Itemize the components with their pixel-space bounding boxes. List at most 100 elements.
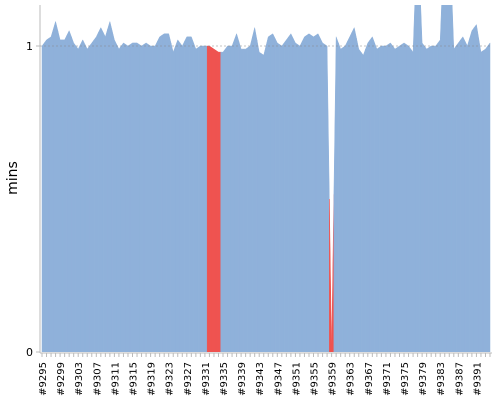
x-tick-label: #9327 <box>183 362 194 396</box>
area-segment <box>383 44 389 352</box>
area-segment <box>315 33 321 352</box>
area-segment <box>410 5 416 352</box>
area-segment <box>134 42 140 352</box>
area-segment <box>129 42 136 352</box>
x-tick-label: #9383 <box>436 362 447 396</box>
area-segment <box>365 39 371 352</box>
x-tick-label: #9303 <box>74 362 85 396</box>
area-segment <box>487 42 491 352</box>
area-segment <box>57 30 63 352</box>
area-segment <box>424 45 430 352</box>
x-tick-label: #9367 <box>364 362 375 396</box>
x-tick-label: #9359 <box>328 362 339 396</box>
area-segment <box>89 39 95 352</box>
area-segment <box>252 27 258 352</box>
area-segment <box>80 39 86 352</box>
area-segment <box>311 34 317 352</box>
area-segment <box>102 29 108 352</box>
area-segment <box>148 44 154 352</box>
area-segment <box>206 45 212 352</box>
area-segment <box>62 35 68 352</box>
area-segment <box>347 32 353 352</box>
x-tick-label: #9371 <box>382 362 393 396</box>
area-segment <box>274 38 280 352</box>
x-tick-label: #9355 <box>310 362 321 396</box>
area-segment <box>338 42 344 352</box>
x-tick-label: #9323 <box>165 362 176 396</box>
area-segment <box>265 34 271 352</box>
area-segment <box>188 36 194 352</box>
x-tick-label: #9391 <box>472 362 483 396</box>
area-segment <box>320 38 326 352</box>
x-tick-label: #9343 <box>255 362 266 396</box>
x-tick-label: #9363 <box>346 362 357 396</box>
area-segment <box>225 45 231 352</box>
area-segment <box>166 33 172 352</box>
area-segment <box>48 29 54 352</box>
area-segment <box>93 32 99 352</box>
area-segment <box>392 45 398 352</box>
area-segment <box>406 44 412 352</box>
area-segment <box>455 39 461 352</box>
area-segment <box>220 48 226 352</box>
area-segment <box>111 30 117 352</box>
area-segment <box>152 41 158 352</box>
x-tick-label: #9335 <box>219 362 230 396</box>
area-segment <box>66 30 72 352</box>
area-segment <box>301 34 307 352</box>
area-segment <box>401 42 407 352</box>
area-segment <box>215 50 221 352</box>
area-segment <box>71 36 77 352</box>
area-segment <box>324 44 330 352</box>
area-segment <box>279 42 285 352</box>
area-segment <box>120 42 126 352</box>
area-segment <box>446 5 452 352</box>
area-segment <box>175 39 181 352</box>
area-segment <box>351 26 357 352</box>
area-segment <box>292 38 298 352</box>
x-tick-label: #9295 <box>38 362 49 396</box>
area-segment <box>437 5 443 352</box>
area-segment <box>139 44 145 352</box>
area-segment <box>170 42 176 352</box>
area-segment <box>329 194 335 352</box>
area-segment <box>229 39 235 352</box>
area-segment <box>478 38 484 352</box>
x-tick-label: #9351 <box>291 362 302 396</box>
area-segment <box>356 38 362 352</box>
area-segment <box>433 42 439 352</box>
area-segment <box>234 32 240 352</box>
area-segment <box>482 45 488 352</box>
area-segment <box>211 47 217 352</box>
area-segment <box>202 45 208 352</box>
area-segment <box>116 44 122 352</box>
area-segment <box>288 33 294 352</box>
area-segment <box>270 33 276 352</box>
area-segment <box>442 5 448 352</box>
area-segment <box>197 45 203 352</box>
area-segment <box>333 36 339 352</box>
area-segment <box>247 36 253 352</box>
y-tick-label: 0 <box>26 346 33 359</box>
area-segment <box>369 36 375 352</box>
x-tick-label: #9319 <box>147 362 158 396</box>
area-segment <box>157 34 163 352</box>
area-segment <box>378 45 384 352</box>
area-segment <box>396 44 403 352</box>
area-segment <box>256 39 262 352</box>
x-tick-label: #9315 <box>129 362 140 396</box>
area-segment <box>464 38 470 352</box>
area-segment <box>342 41 348 352</box>
area-segment <box>415 5 421 352</box>
area-segment <box>53 20 59 352</box>
area-segment <box>469 26 475 352</box>
area-segment <box>41 42 45 352</box>
y-tick-label: 1 <box>26 40 33 53</box>
area-segment <box>306 33 312 352</box>
area-segment <box>107 20 113 352</box>
x-tick-label: #9339 <box>237 362 248 396</box>
area-segment <box>261 45 267 352</box>
x-tick-label: #9307 <box>92 362 103 396</box>
area-segment <box>44 37 50 352</box>
